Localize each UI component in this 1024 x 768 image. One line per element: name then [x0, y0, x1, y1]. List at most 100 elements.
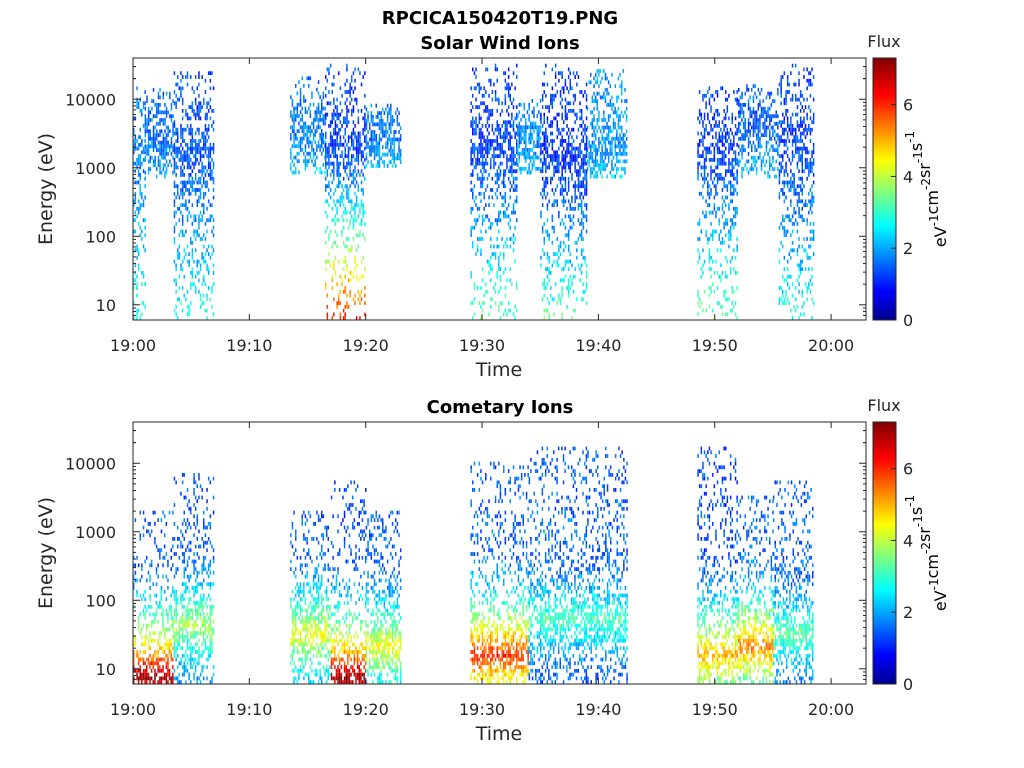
heatmap-cell [712, 116, 714, 121]
heatmap-cell [574, 308, 576, 313]
heatmap-cell [475, 97, 477, 102]
heatmap-cell [772, 159, 774, 164]
heatmap-cell [333, 146, 335, 151]
heatmap-cell [782, 218, 784, 223]
heatmap-cell [347, 176, 350, 181]
heatmap-cell [486, 135, 489, 140]
heatmap-cell [331, 90, 333, 94]
heatmap-cell [326, 225, 329, 230]
heatmap-cell [157, 653, 159, 658]
heatmap-cell [304, 106, 307, 111]
heatmap-cell [396, 152, 399, 157]
heatmap-cell [795, 191, 797, 196]
heatmap-cell [713, 146, 716, 151]
heatmap-cell [190, 127, 192, 132]
heatmap-cell [352, 218, 355, 223]
heatmap-cell [162, 140, 165, 145]
heatmap-cell [738, 136, 740, 141]
heatmap-cell [390, 111, 392, 115]
heatmap-cell [503, 255, 505, 260]
heatmap-cell [383, 111, 386, 115]
heatmap-cell [713, 271, 716, 275]
heatmap-cell [541, 82, 544, 87]
heatmap-cell [206, 131, 208, 136]
heatmap-cell [778, 135, 781, 140]
heatmap-cell [203, 142, 205, 147]
heatmap-cell [309, 151, 312, 156]
heatmap-cell [718, 274, 720, 279]
heatmap-cell [509, 139, 511, 143]
heatmap-cell [198, 222, 200, 226]
heatmap-cell [733, 173, 735, 177]
heatmap-cell [341, 278, 343, 283]
heatmap-cell [338, 112, 340, 117]
heatmap-cell [134, 191, 137, 196]
heatmap-cell [485, 109, 487, 113]
heatmap-cell [703, 112, 706, 117]
heatmap-cell [752, 110, 755, 115]
heatmap-cell [569, 286, 571, 290]
heatmap-cell [144, 233, 146, 238]
heatmap-cell [499, 150, 502, 155]
heatmap-cell [726, 195, 729, 200]
heatmap-cell [301, 136, 303, 141]
heatmap-cell [155, 672, 158, 677]
heatmap-cell [801, 244, 803, 249]
heatmap-cell [713, 112, 716, 117]
heatmap-cell [155, 544, 158, 549]
heatmap-cell [344, 206, 346, 211]
heatmap-cell [134, 146, 137, 151]
heatmap-cell [144, 559, 146, 564]
heatmap-cell [136, 286, 138, 290]
heatmap-cell [590, 148, 592, 152]
heatmap-cell [705, 176, 707, 181]
heatmap-cell [715, 131, 717, 136]
heatmap-cell [769, 133, 771, 137]
heatmap-cell [181, 308, 184, 313]
heatmap-cell [576, 116, 578, 121]
heatmap-cell [551, 188, 554, 192]
heatmap-cell [347, 135, 350, 140]
heatmap-cell [799, 116, 802, 121]
heatmap-cell [804, 248, 807, 253]
heatmap-cell [209, 297, 212, 302]
heatmap-cell [203, 233, 205, 238]
heatmap-cell [725, 97, 727, 102]
heatmap-cell [344, 82, 346, 87]
heatmap-cell [490, 304, 492, 309]
heatmap-cell [160, 144, 163, 149]
heatmap-cell [736, 101, 738, 106]
heatmap-cell [503, 176, 505, 181]
heatmap-cell [579, 142, 581, 147]
heatmap-cell [559, 188, 562, 192]
heatmap-cell [501, 180, 503, 185]
heatmap-cell [538, 140, 540, 145]
heatmap-cell [759, 118, 761, 122]
heatmap-cell [579, 90, 581, 94]
heatmap-cell [580, 252, 583, 256]
heatmap-cell [801, 105, 803, 109]
heatmap-cell [780, 101, 782, 106]
heatmap-cell [173, 124, 176, 128]
heatmap-cell [791, 150, 794, 155]
heatmap-cell [476, 176, 479, 181]
heatmap-cell [175, 150, 177, 155]
heatmap-cell [530, 140, 532, 145]
heatmap-cell [488, 93, 490, 98]
heatmap-cell [720, 248, 722, 253]
heatmap-cell [531, 125, 534, 130]
heatmap-cell [545, 195, 547, 200]
heatmap-cell [499, 267, 502, 271]
heatmap-cell [526, 110, 529, 115]
heatmap-cell [736, 158, 738, 162]
heatmap-cell [567, 229, 570, 234]
heatmap-cell [390, 145, 392, 149]
heatmap-cell [757, 103, 760, 107]
heatmap-cell [790, 176, 792, 181]
heatmap-cell [546, 135, 549, 140]
heatmap-cell [725, 131, 727, 136]
heatmap-cell [614, 110, 616, 115]
heatmap-cell [362, 150, 364, 155]
heatmap-cell [790, 248, 792, 253]
heatmap-cell [755, 148, 758, 152]
